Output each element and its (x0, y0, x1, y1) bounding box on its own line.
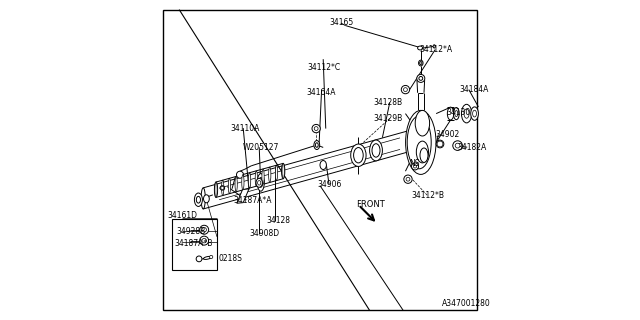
Ellipse shape (417, 141, 429, 163)
Text: 34902: 34902 (435, 130, 460, 139)
Ellipse shape (201, 188, 205, 209)
Ellipse shape (419, 60, 423, 66)
Ellipse shape (370, 140, 383, 161)
Circle shape (437, 141, 443, 147)
Ellipse shape (447, 107, 454, 120)
Circle shape (202, 228, 206, 232)
Ellipse shape (256, 178, 262, 187)
Circle shape (404, 175, 412, 183)
Circle shape (314, 127, 318, 131)
Ellipse shape (320, 161, 326, 170)
Ellipse shape (419, 76, 422, 80)
Text: 34184A: 34184A (460, 85, 488, 94)
Text: 34187A*A: 34187A*A (234, 196, 272, 204)
Ellipse shape (195, 193, 202, 206)
Ellipse shape (248, 173, 251, 188)
Ellipse shape (433, 45, 435, 48)
Ellipse shape (235, 176, 237, 192)
Circle shape (401, 85, 410, 94)
Text: 34165: 34165 (330, 18, 354, 27)
Circle shape (221, 186, 224, 189)
Text: 34928B: 34928B (176, 227, 205, 236)
Ellipse shape (196, 196, 200, 203)
Circle shape (202, 238, 206, 243)
Ellipse shape (417, 46, 423, 50)
Ellipse shape (420, 148, 428, 163)
Text: NS: NS (410, 159, 420, 168)
Ellipse shape (257, 173, 264, 191)
Text: 34164A: 34164A (306, 88, 335, 97)
Text: 34128: 34128 (267, 216, 291, 225)
Ellipse shape (412, 163, 419, 170)
Circle shape (200, 225, 209, 234)
Ellipse shape (417, 74, 425, 82)
Ellipse shape (282, 163, 285, 179)
Ellipse shape (372, 144, 380, 157)
Circle shape (406, 177, 410, 181)
Text: 34906: 34906 (317, 180, 342, 188)
Ellipse shape (464, 109, 469, 118)
Text: 34128B: 34128B (374, 98, 403, 107)
Ellipse shape (215, 182, 217, 197)
Ellipse shape (259, 178, 263, 187)
Ellipse shape (275, 165, 278, 180)
Ellipse shape (214, 182, 218, 197)
Ellipse shape (255, 171, 257, 186)
Ellipse shape (455, 143, 460, 148)
Text: FRONT: FRONT (356, 200, 385, 209)
Ellipse shape (406, 110, 436, 174)
Ellipse shape (351, 144, 366, 166)
Ellipse shape (316, 143, 318, 147)
Text: 34110A: 34110A (230, 124, 260, 132)
Ellipse shape (282, 163, 284, 179)
Ellipse shape (221, 180, 224, 196)
Polygon shape (237, 189, 249, 203)
Ellipse shape (220, 186, 225, 190)
Circle shape (196, 256, 202, 262)
Text: W205127: W205127 (243, 143, 279, 152)
Ellipse shape (204, 256, 211, 260)
Text: 34161D: 34161D (167, 212, 197, 220)
Text: 34112*A: 34112*A (419, 45, 452, 54)
Ellipse shape (415, 110, 429, 136)
Text: 34908D: 34908D (249, 229, 279, 238)
Ellipse shape (262, 169, 264, 184)
Text: A347001280: A347001280 (442, 299, 490, 308)
Ellipse shape (353, 148, 364, 163)
Ellipse shape (471, 107, 479, 120)
Bar (172, 219, 217, 270)
Ellipse shape (407, 116, 431, 169)
Circle shape (200, 236, 209, 245)
Text: 34187A*B: 34187A*B (174, 239, 212, 248)
Circle shape (210, 255, 212, 259)
Ellipse shape (453, 108, 460, 120)
Ellipse shape (453, 141, 463, 150)
Text: 34112*B: 34112*B (412, 191, 444, 200)
Circle shape (403, 88, 407, 92)
Ellipse shape (436, 140, 444, 148)
Ellipse shape (204, 195, 209, 203)
Ellipse shape (242, 175, 244, 190)
Ellipse shape (314, 140, 320, 149)
Ellipse shape (413, 165, 417, 168)
Ellipse shape (237, 171, 244, 178)
Ellipse shape (269, 167, 271, 182)
Ellipse shape (420, 61, 422, 65)
Ellipse shape (228, 178, 230, 194)
Text: 34129B: 34129B (374, 114, 403, 123)
Ellipse shape (461, 104, 472, 123)
Text: 34130: 34130 (447, 108, 470, 116)
Circle shape (312, 124, 321, 133)
Text: 34112*C: 34112*C (307, 63, 340, 72)
Text: 0218S: 0218S (218, 254, 242, 263)
Text: 34182A: 34182A (458, 143, 487, 152)
Ellipse shape (472, 110, 476, 117)
Ellipse shape (257, 180, 261, 185)
Ellipse shape (455, 111, 458, 117)
